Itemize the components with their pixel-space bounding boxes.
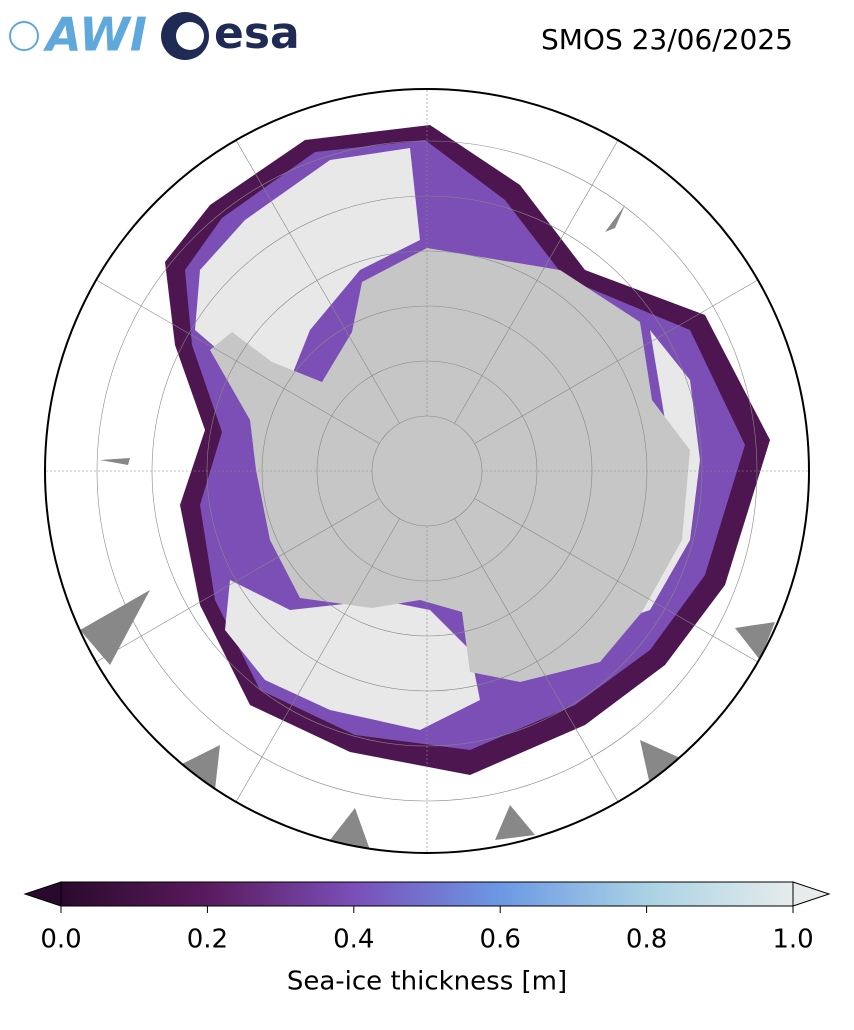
- awi-logo: AWI: [9, 8, 147, 62]
- meridian: [454, 140, 619, 424]
- map: [45, 89, 809, 853]
- colorbar-extend-high: [792, 881, 831, 907]
- map-title: SMOS 23/06/2025: [541, 23, 793, 56]
- meridian: [235, 140, 400, 424]
- graticule: [45, 89, 809, 853]
- latitude-circle: [96, 140, 758, 802]
- colorbar-tick-label: 0.2: [187, 925, 228, 955]
- awi-logo-text: AWI: [43, 8, 147, 62]
- colorbar-tick-label: 0.6: [480, 925, 521, 955]
- sea-ice-thick: [195, 148, 700, 730]
- meridian: [454, 518, 619, 802]
- meridian: [96, 279, 380, 444]
- colorbar-ticks: 0.0 0.2 0.4 0.6 0.8 1.0: [40, 906, 814, 955]
- colorbar-label: Sea-ice thickness [m]: [287, 967, 567, 997]
- colorbar-tick-label: 1.0: [772, 925, 813, 955]
- meridian: [474, 498, 758, 663]
- meridian: [235, 518, 400, 802]
- antarctica: [210, 248, 690, 682]
- meridian: [96, 498, 380, 663]
- colorbar-tick-label: 0.0: [40, 925, 81, 955]
- colorbar-tick-label: 0.4: [333, 925, 374, 955]
- esa-logo: esa: [161, 8, 300, 60]
- colorbar: [60, 881, 794, 907]
- colorbar-extend-low: [23, 881, 62, 907]
- map-frame: [44, 88, 810, 854]
- esa-logo-text: esa: [214, 8, 300, 59]
- colorbar-tick-label: 0.8: [626, 925, 667, 955]
- latitude-circle: [316, 360, 538, 582]
- meridian: [474, 279, 758, 444]
